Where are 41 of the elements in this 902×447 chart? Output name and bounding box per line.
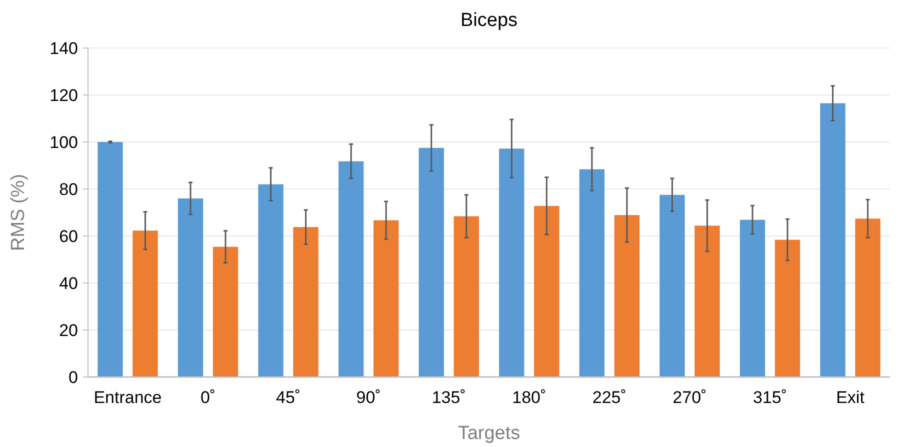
y-tick-label: 20 xyxy=(59,320,78,340)
bar xyxy=(499,148,524,377)
bar xyxy=(660,194,685,377)
bar xyxy=(774,240,800,377)
bar xyxy=(534,206,560,377)
bar xyxy=(338,161,364,377)
x-tick-label: 315˚ xyxy=(752,388,787,407)
bar xyxy=(293,227,318,377)
x-tick-label: 270˚ xyxy=(672,388,707,407)
x-tick-label: Entrance xyxy=(94,388,162,407)
x-tick-label: 0˚ xyxy=(200,388,216,407)
y-tick-label: 140 xyxy=(50,38,78,58)
bar xyxy=(373,220,399,377)
x-axis-title: Targets xyxy=(458,423,520,444)
bar xyxy=(454,216,479,377)
y-tick-label: 120 xyxy=(50,86,78,105)
x-tick-label: 225˚ xyxy=(592,388,626,407)
x-tick-label: 90˚ xyxy=(356,388,381,407)
bar xyxy=(855,218,880,377)
bar xyxy=(579,169,605,377)
bar xyxy=(212,246,238,377)
bar xyxy=(98,142,123,377)
bar xyxy=(694,226,720,377)
bar xyxy=(614,215,640,377)
y-tick-label: 40 xyxy=(59,274,78,293)
x-tick-label: 180˚ xyxy=(512,388,546,407)
y-tick-label: 80 xyxy=(59,180,78,199)
x-tick-label: Exit xyxy=(836,388,865,407)
bar xyxy=(820,103,846,377)
x-tick-label: 135˚ xyxy=(432,388,466,407)
y-tick-label: 0 xyxy=(68,368,78,387)
y-tick-label: 60 xyxy=(59,226,78,246)
x-tick-label: 45˚ xyxy=(276,388,301,407)
chart-title: Biceps xyxy=(460,10,518,31)
bar xyxy=(740,220,766,377)
bar xyxy=(418,148,444,377)
bar xyxy=(178,198,204,377)
y-tick-label: 100 xyxy=(50,132,78,152)
bar xyxy=(258,184,284,377)
bar xyxy=(132,230,158,377)
y-axis-title: RMS (%) xyxy=(8,174,29,252)
